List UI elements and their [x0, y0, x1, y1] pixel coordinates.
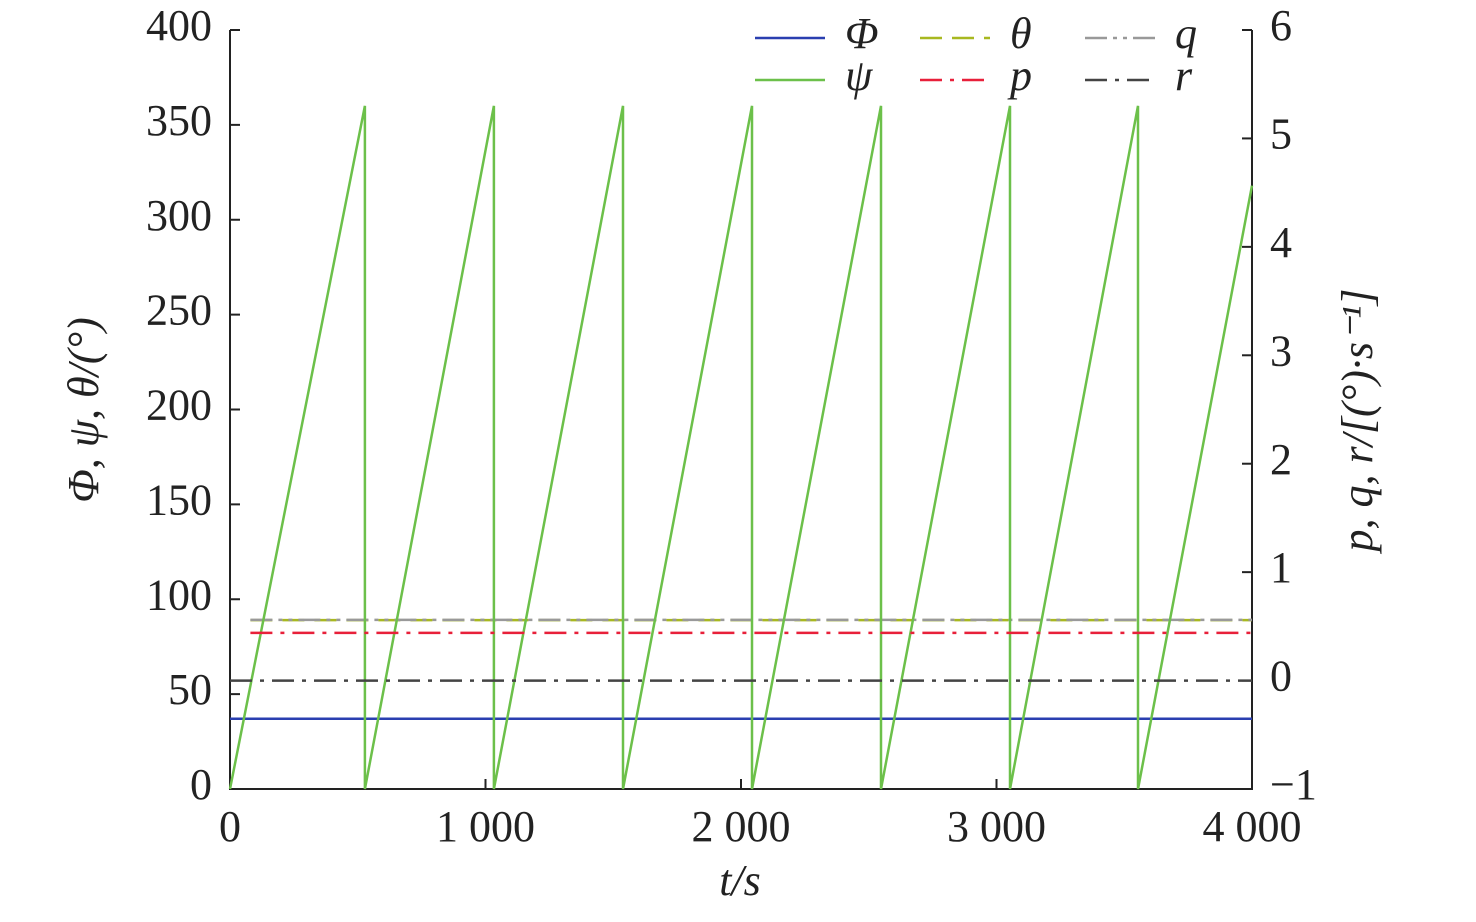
legend-label: θ — [1010, 9, 1032, 58]
legend-label: r — [1175, 51, 1193, 100]
y-tick-label: 50 — [168, 665, 212, 714]
y-tick-label: 0 — [190, 760, 212, 809]
y2-axis-label: p, q, r/[(°)·s⁻¹] — [1333, 288, 1382, 554]
y-tick-label: 150 — [146, 475, 212, 524]
y2-tick-label: 4 — [1270, 218, 1292, 267]
y2-tick-label: 3 — [1270, 326, 1292, 375]
legend-label: Φ — [845, 9, 879, 58]
y2-tick-label: −1 — [1270, 760, 1317, 809]
legend-label: p — [1007, 51, 1032, 100]
x-tick-label: 4 000 — [1203, 802, 1302, 851]
x-tick-label: 3 000 — [947, 802, 1046, 851]
x-axis-label: t/s — [719, 856, 761, 905]
y2-tick-label: 2 — [1270, 435, 1292, 484]
y-axis-label: Φ, ψ, θ/(°) — [59, 317, 108, 503]
y-tick-label: 100 — [146, 570, 212, 619]
y2-tick-label: 0 — [1270, 652, 1292, 701]
y-tick-label: 200 — [146, 381, 212, 430]
y2-tick-label: 1 — [1270, 543, 1292, 592]
legend-label: ψ — [845, 51, 873, 100]
y-tick-label: 250 — [146, 286, 212, 335]
x-tick-label: 0 — [219, 802, 241, 851]
series-line — [228, 105, 1254, 790]
y-tick-label: 350 — [146, 96, 212, 145]
y2-tick-label: 6 — [1270, 1, 1292, 50]
legend-label: q — [1175, 9, 1197, 58]
x-tick-label: 1 000 — [436, 802, 535, 851]
y2-tick-label: 5 — [1270, 110, 1292, 159]
y-tick-label: 300 — [146, 191, 212, 240]
x-tick-label: 2 000 — [692, 802, 791, 851]
axes-frame — [229, 30, 1253, 790]
y-tick-label: 400 — [146, 1, 212, 50]
